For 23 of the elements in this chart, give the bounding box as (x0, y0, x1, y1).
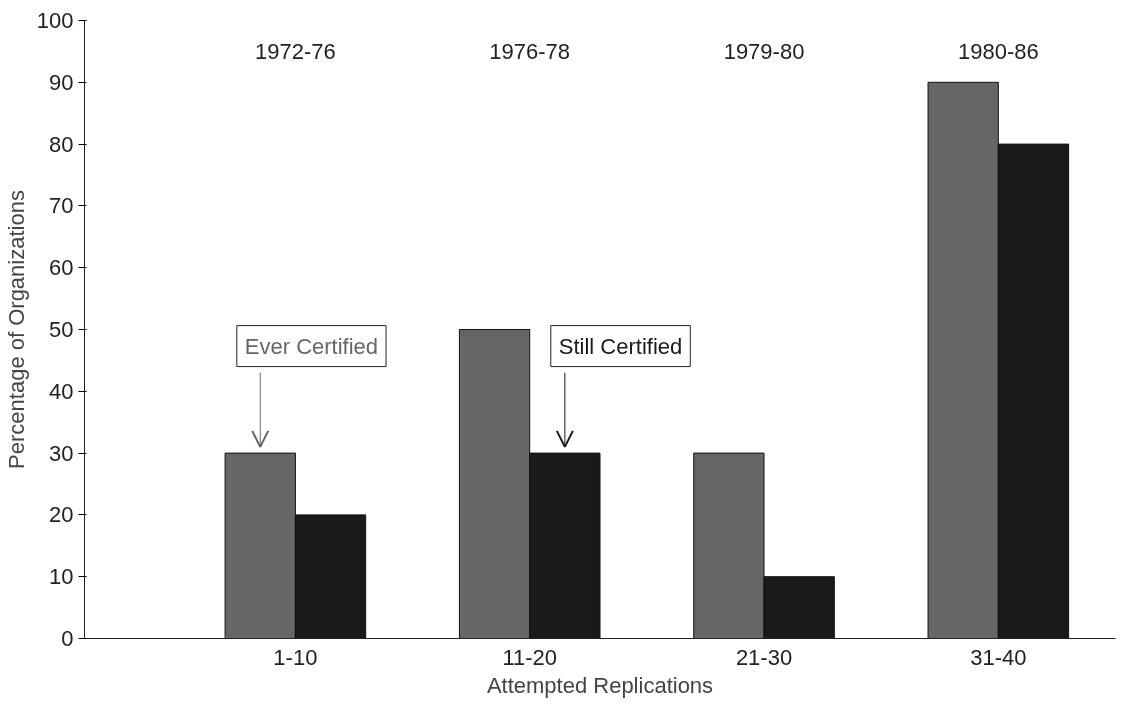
y-tick-label: 80 (49, 131, 74, 157)
annotation: 1976-78 (489, 38, 571, 64)
x-tick-label: 21-30 (735, 644, 793, 670)
x-axis-title: Attempted Replications (486, 672, 714, 698)
y-tick-label: 0 (61, 626, 74, 651)
y-tick-label: 30 (49, 440, 74, 466)
y-tick-label: 60 (49, 255, 74, 281)
x-tick-label: 31-40 (970, 644, 1027, 670)
y-axis-title: Percentage of Organizations (3, 190, 29, 469)
y-tick-label: 10 (49, 564, 74, 590)
annotation: 1979-80 (723, 38, 805, 64)
x-tick-label: 1-10 (273, 644, 318, 670)
text: Ever Certified (244, 333, 379, 359)
x-tick-label: 11-20 (502, 644, 558, 670)
y-tick-label: 50 (49, 317, 74, 342)
text: Still Certified (558, 333, 683, 359)
y-tick-label: 40 (49, 378, 74, 404)
y-tick-label: 20 (49, 502, 74, 528)
y-tick-label: 70 (49, 193, 74, 219)
annotation: 1980-86 (957, 38, 1039, 64)
y-tick-label: 90 (49, 69, 74, 95)
y-tick-label: 100 (36, 8, 74, 33)
annotation: 1972-76 (255, 38, 336, 64)
